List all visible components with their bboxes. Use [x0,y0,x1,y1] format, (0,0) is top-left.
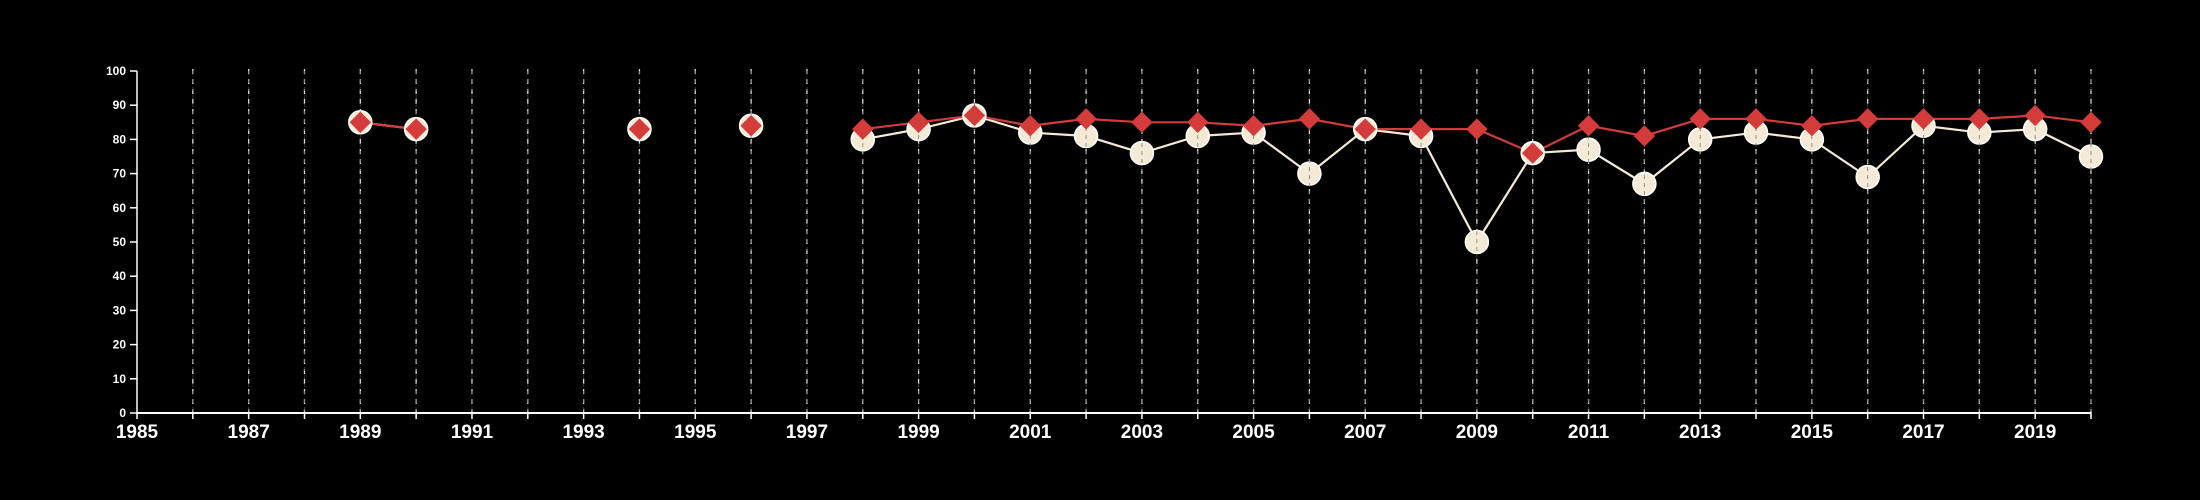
diamond-point [907,111,930,134]
diamond-point [1075,108,1097,130]
x-tick-label: 2017 [1902,422,1944,443]
diamond-point [1801,115,1823,137]
y-tick-label: 40 [113,269,127,283]
circle-point [1297,161,1322,186]
diamond-point [852,118,874,140]
diamond-point [1466,118,1488,140]
diamond-point [1577,115,1600,137]
x-tick-label: 2005 [1232,422,1275,443]
diamond-point [1856,108,1879,130]
diamond-point [740,115,762,137]
x-tick-label: 2001 [1009,422,1052,443]
circle-point [2078,144,2104,169]
diamond-point [1912,108,1935,130]
x-tick-label: 1997 [786,422,828,443]
axis-layer: 0 10 20 30 40 50 60 70 80 90 100 1985 1987 1989 1991 19… [106,64,2092,443]
diamond-point [1354,118,1376,140]
circle-point [1576,137,1601,162]
x-tick-label: 2007 [1344,422,1386,443]
y-tick-label: 20 [113,338,127,352]
diamond-point [1745,108,1767,130]
x-tick-label: 1995 [674,422,717,443]
x-tick-label: 1987 [228,422,270,443]
diamond-point [1131,111,1153,134]
diamond-point [2080,111,2102,134]
x-tick-label: 1985 [116,422,159,443]
x-tick-label: 1989 [339,422,381,443]
diamond-point [1522,142,1544,164]
y-tick-label: 70 [113,167,127,181]
series-layer [192,71,2104,413]
diamond-point [1298,108,1321,130]
diamond-point [1689,108,1711,130]
diamond-point [963,104,986,127]
diamond-point [1187,111,1209,134]
y-tick-label: 0 [119,406,126,420]
x-tick-label: 1991 [451,422,494,443]
x-tick-label: 2013 [1679,422,1721,443]
diamond-point [1242,115,1265,137]
x-tick-label: 2009 [1456,422,1498,443]
y-tick-label: 10 [113,372,127,386]
diamond-point [1410,118,1432,140]
y-tick-label: 60 [113,201,127,215]
y-tick-label: 90 [113,98,127,112]
x-tick-label: 1999 [897,422,939,443]
diamond-point [2024,104,2046,127]
diamond-point [1968,108,1991,130]
y-tick-label: 30 [113,303,127,317]
circle-point [1687,127,1713,152]
x-tick-label: 1993 [562,422,604,443]
diamond-point [1633,125,1656,147]
diamond-point [349,111,372,134]
y-tick-label: 100 [106,64,126,78]
x-tick-label: 2003 [1121,422,1163,443]
y-tick-label: 80 [113,132,127,146]
diamond-point [1019,115,1041,137]
x-tick-label: 2011 [1568,422,1610,443]
x-tick-label: 2019 [2014,422,2056,443]
y-tick-label: 50 [113,235,127,249]
x-tick-label: 2015 [1791,422,1834,443]
diamond-point [405,118,427,140]
diamond-point [628,118,651,140]
